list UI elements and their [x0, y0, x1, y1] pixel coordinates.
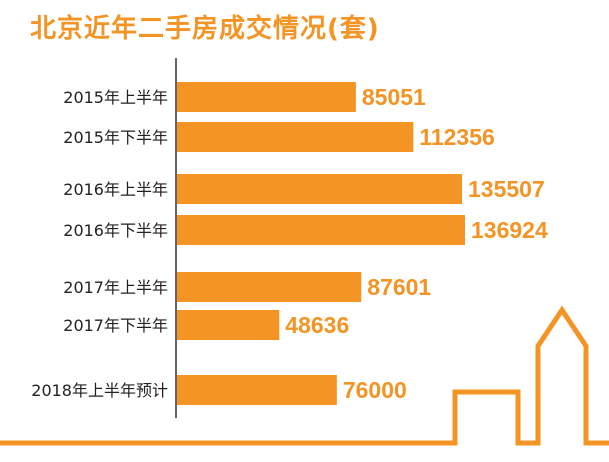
data-label: 112356	[419, 124, 494, 150]
skyline-outline	[0, 305, 609, 446]
building-skyline-decoration	[0, 305, 609, 446]
bars-group	[177, 82, 465, 405]
category-labels-group: 2015年上半年 2015年下半年 2016年上半年 2016年下半年 2017年上半年…	[31, 88, 168, 400]
data-label: 48636	[285, 312, 349, 338]
data-label: 76000	[343, 377, 407, 403]
bar-3	[177, 174, 463, 204]
category-label: 2018年上半年预计	[31, 381, 168, 400]
data-label: 136924	[471, 217, 548, 243]
category-label: 2016年下半年	[63, 221, 168, 240]
bar-5	[177, 272, 362, 302]
category-label: 2017年下半年	[63, 316, 168, 335]
bar-2	[177, 122, 414, 152]
value-labels-group: 85051 112356 135507 136924 87601 48636 76000	[285, 84, 548, 403]
chart-title: 北京近年二手房成交情况(套)	[30, 14, 380, 44]
category-label: 2016年上半年	[63, 180, 168, 199]
category-label: 2017年上半年	[63, 278, 168, 297]
bar-6	[177, 310, 280, 340]
data-label: 135507	[468, 176, 545, 202]
data-label: 85051	[362, 84, 426, 110]
bar-7	[177, 375, 337, 405]
category-label: 2015年下半年	[63, 128, 168, 147]
bar-1	[177, 82, 356, 112]
data-label: 87601	[367, 274, 431, 300]
category-label: 2015年上半年	[63, 88, 168, 107]
bar-4	[177, 215, 465, 245]
